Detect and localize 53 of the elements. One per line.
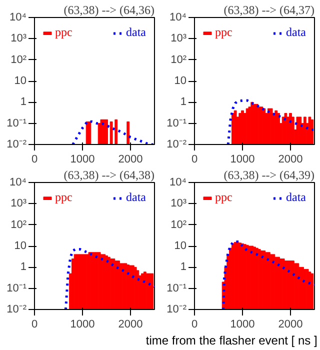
y-tick-label: 10 bbox=[174, 75, 187, 87]
x-tick-label: 1000 bbox=[230, 318, 255, 330]
y-tick-label: 10⁴ bbox=[170, 176, 187, 188]
y-tick-label: 10⁴ bbox=[10, 176, 27, 188]
x-tick-label: 1000 bbox=[230, 154, 255, 166]
x-tick-label: 0 bbox=[191, 154, 198, 166]
y-tick-label: 10⁻¹ bbox=[166, 117, 187, 130]
y-tick-label: 1 bbox=[20, 96, 27, 108]
legend-label: data bbox=[126, 25, 146, 40]
y-tick-label: 10³ bbox=[10, 32, 27, 45]
x-tick-label: 0 bbox=[191, 318, 198, 330]
x-tick-label: 2000 bbox=[278, 154, 303, 166]
y-tick-label: 1 bbox=[180, 261, 187, 274]
x-tick-label: 2000 bbox=[278, 318, 303, 330]
y-tick-label: 10⁻¹ bbox=[6, 117, 27, 130]
y-tick-label: 10 bbox=[14, 75, 27, 87]
y-tick-label: 10⁻² bbox=[166, 304, 187, 316]
y-tick-label: 10² bbox=[170, 218, 187, 231]
y-tick-label: 10⁴ bbox=[10, 12, 27, 24]
y-tick-label: 1 bbox=[180, 96, 187, 108]
chart-title: (63,38) --> (64,36) bbox=[64, 3, 155, 17]
y-tick-label: 10 bbox=[174, 240, 187, 252]
legend-label: data bbox=[286, 25, 306, 40]
y-tick-label: 10² bbox=[10, 218, 27, 231]
y-tick-label: 10⁻² bbox=[166, 138, 187, 150]
y-tick-label: 10⁻² bbox=[6, 304, 27, 316]
y-tick-label: 10 bbox=[14, 240, 27, 252]
y-tick-label: 10⁴ bbox=[170, 12, 187, 24]
y-tick-label: 10⁻² bbox=[6, 138, 27, 150]
legend-label: ppc bbox=[215, 25, 234, 40]
y-tick-label: 10⁻¹ bbox=[166, 282, 187, 294]
legend-label: ppc bbox=[55, 190, 74, 205]
y-tick-label: 10² bbox=[170, 54, 187, 66]
legend-label: data bbox=[126, 190, 146, 205]
y-tick-label: 10² bbox=[10, 54, 27, 66]
chart-title: (63,38) --> (64,39) bbox=[224, 168, 315, 182]
x-tick-label: 2000 bbox=[118, 318, 143, 330]
x-tick-label: 1000 bbox=[70, 154, 95, 166]
x-tick-label: 2000 bbox=[118, 154, 143, 166]
y-tick-label: 10⁻¹ bbox=[6, 282, 27, 294]
x-tick-label: 0 bbox=[31, 154, 38, 166]
legend-label: data bbox=[286, 190, 306, 205]
legend-label: ppc bbox=[55, 25, 74, 40]
x-tick-label: 0 bbox=[31, 318, 38, 330]
y-tick-label: 1 bbox=[20, 261, 27, 274]
x-axis-title: time from the flasher event [ ns ] bbox=[146, 334, 318, 348]
y-tick-label: 10³ bbox=[170, 32, 187, 45]
x-tick-label: 1000 bbox=[70, 318, 95, 330]
chart-title: (63,38) --> (64,37) bbox=[224, 3, 315, 17]
legend-label: ppc bbox=[215, 190, 234, 205]
y-tick-label: 10³ bbox=[10, 198, 27, 210]
chart-title: (63,38) --> (64,38) bbox=[64, 168, 155, 182]
y-tick-label: 10³ bbox=[170, 198, 187, 210]
